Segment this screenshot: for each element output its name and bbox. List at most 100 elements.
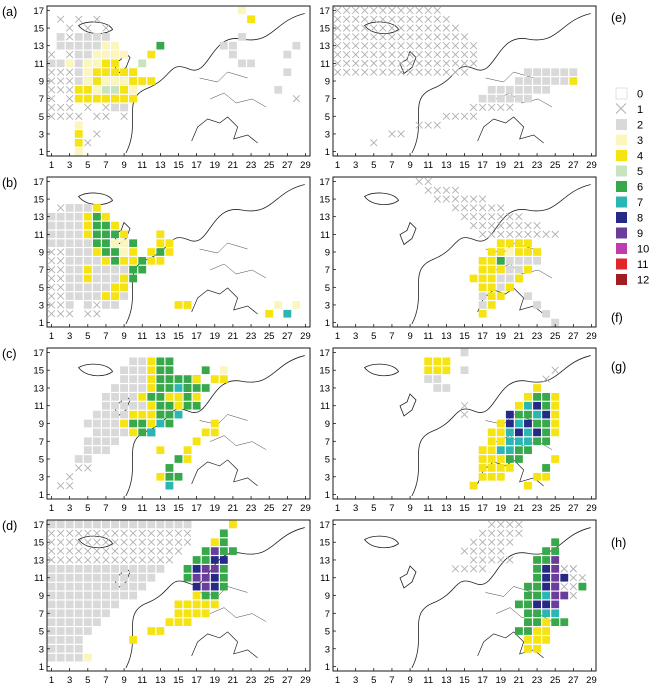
cell-value	[83, 301, 92, 309]
y-tick-label: 1	[325, 318, 330, 329]
cell-value	[102, 446, 110, 454]
cell-value	[274, 301, 283, 309]
cell-marker-cross	[66, 24, 74, 32]
cell-value	[524, 410, 532, 419]
cell-value	[192, 565, 201, 573]
cell-value	[210, 565, 219, 573]
cell-value	[120, 50, 129, 59]
x-tick-label: 9	[121, 503, 126, 514]
cell-value	[129, 94, 138, 103]
y-tick-label: 7	[325, 265, 330, 276]
cell-marker-cross	[424, 6, 432, 15]
cell-value	[201, 591, 210, 600]
cell-value	[433, 366, 442, 375]
cell-value	[460, 366, 469, 375]
cell-marker-cross	[451, 59, 460, 68]
cell-value	[156, 257, 165, 265]
cell-value	[120, 565, 129, 573]
cell-value	[65, 212, 74, 221]
britain-outline	[399, 50, 417, 75]
x-tick-label: 19	[495, 331, 506, 342]
cell-value	[56, 609, 65, 618]
cell-value	[74, 591, 83, 600]
cell-value	[129, 265, 138, 274]
cell-value	[478, 94, 487, 103]
cell-value	[102, 600, 110, 609]
cell-value	[174, 375, 183, 383]
cell-value	[505, 239, 514, 247]
cell-value	[201, 366, 210, 375]
cell-marker-cross	[65, 481, 74, 490]
y-tick-label: 17	[319, 348, 330, 359]
x-tick-label: 7	[389, 675, 394, 686]
cell-marker-cross	[47, 538, 56, 546]
cell-marker-cross	[506, 538, 514, 546]
cell-marker-cross	[93, 15, 101, 23]
cell-value	[533, 636, 541, 644]
cell-marker-cross	[469, 538, 478, 546]
cell-value	[174, 472, 183, 481]
cell-value	[92, 86, 101, 94]
cell-value	[478, 283, 487, 292]
panel-label: (a)	[2, 5, 17, 19]
cell-marker-cross	[388, 130, 396, 138]
cell-value	[542, 472, 551, 481]
cell-value	[129, 520, 138, 529]
x-tick-label: 7	[389, 331, 394, 342]
coastline	[125, 355, 305, 497]
cell-marker-cross	[84, 529, 92, 538]
y-tick-label: 17	[33, 348, 44, 359]
cell-marker-cross	[56, 547, 65, 555]
cell-marker-cross	[47, 68, 56, 76]
panel-label: (g)	[611, 360, 626, 374]
cell-value	[65, 627, 74, 635]
cell-value	[292, 41, 301, 50]
cell-value	[478, 464, 487, 472]
cell-value	[92, 582, 101, 591]
cell-marker-cross	[506, 103, 514, 112]
country-borders	[485, 71, 553, 108]
cell-value	[147, 401, 156, 410]
cell-value	[496, 94, 505, 103]
cell-value	[102, 239, 110, 247]
x-tick-label: 11	[423, 675, 433, 686]
cell-value	[83, 221, 92, 230]
y-tick-label: 11	[34, 573, 44, 584]
legend-swatch	[616, 274, 627, 285]
cell-value	[469, 274, 478, 283]
cell-marker-cross	[478, 565, 487, 573]
cell-value	[478, 257, 487, 265]
cell-marker-cross	[515, 529, 523, 538]
cell-value	[111, 41, 119, 50]
x-tick-label: 23	[532, 675, 543, 686]
iceland-outline	[363, 363, 400, 377]
legend-label: 7	[637, 197, 643, 209]
cell-value	[47, 239, 56, 247]
cell-marker-cross	[379, 59, 387, 68]
y-tick-label: 9	[325, 248, 330, 259]
cell-value	[533, 644, 541, 653]
cell-value	[74, 86, 83, 94]
cell-marker-cross	[47, 86, 56, 94]
cell-marker-cross	[56, 283, 65, 291]
cell-value	[47, 573, 56, 582]
cell-value	[65, 582, 74, 591]
cell-value	[514, 86, 523, 94]
cell-value	[533, 582, 541, 591]
cell-marker-cross	[47, 301, 56, 309]
cell-marker-cross	[370, 15, 378, 23]
cell-value	[74, 94, 83, 103]
cell-marker-cross	[129, 538, 137, 546]
cell-marker-cross	[397, 50, 405, 59]
cell-value	[120, 86, 129, 94]
cell-value	[83, 565, 92, 573]
cell-marker-cross	[551, 366, 559, 374]
cell-marker-cross	[424, 50, 432, 59]
cell-value	[74, 653, 83, 662]
cell-value	[183, 618, 192, 626]
cell-value	[505, 86, 514, 94]
cell-value	[111, 257, 119, 265]
cell-value	[138, 401, 147, 410]
cell-value	[505, 265, 514, 274]
